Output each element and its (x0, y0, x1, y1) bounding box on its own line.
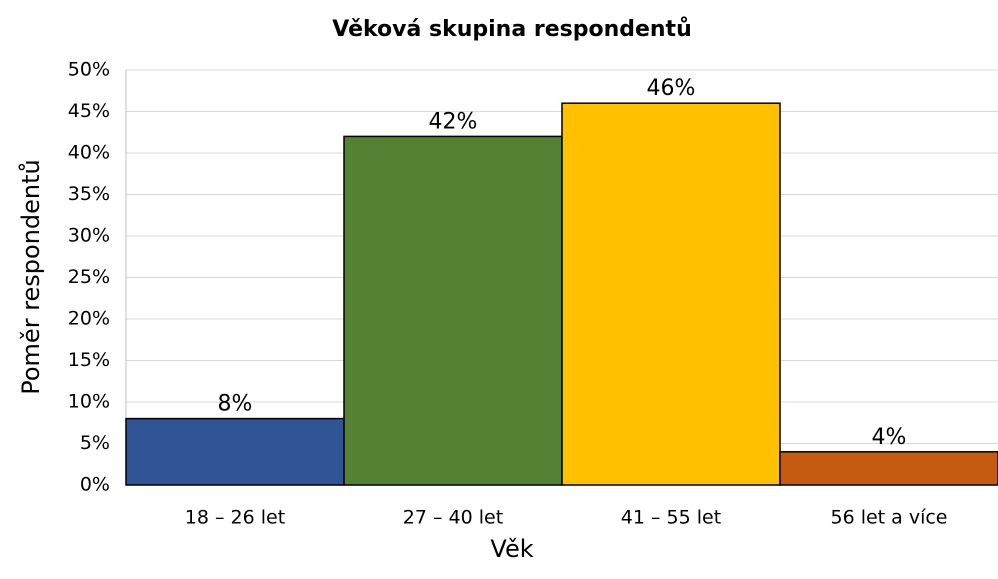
bar (343, 135, 563, 486)
y-tick-label: 35% (68, 183, 110, 205)
x-tick-label: 56 let a více (830, 507, 947, 529)
y-tick-label: 45% (68, 100, 110, 122)
x-tick-label: 27 – 40 let (403, 507, 503, 529)
data-label: 42% (429, 109, 478, 134)
y-tick-label: 0% (80, 474, 110, 496)
y-tick-label: 5% (80, 432, 110, 454)
data-label: 46% (647, 76, 696, 101)
y-tick-label: 30% (68, 225, 110, 247)
y-tick-label: 40% (68, 142, 110, 164)
bar (779, 451, 998, 486)
data-label: 8% (218, 392, 253, 417)
y-tick-label: 20% (68, 308, 110, 330)
y-tick-label: 10% (68, 391, 110, 413)
y-axis-label: Poměr respondentů (17, 159, 45, 395)
y-tick-label: 25% (68, 266, 110, 288)
x-tick-label: 18 – 26 let (185, 507, 285, 529)
x-tick-label: 41 – 55 let (621, 507, 721, 529)
x-axis-label: Věk (490, 535, 533, 563)
y-tick-label: 15% (68, 349, 110, 371)
bar (125, 417, 345, 486)
y-tick-label: 50% (68, 59, 110, 81)
bar (561, 102, 781, 486)
chart-title: Věková skupina respondentů (332, 17, 692, 42)
data-label: 4% (872, 425, 907, 450)
